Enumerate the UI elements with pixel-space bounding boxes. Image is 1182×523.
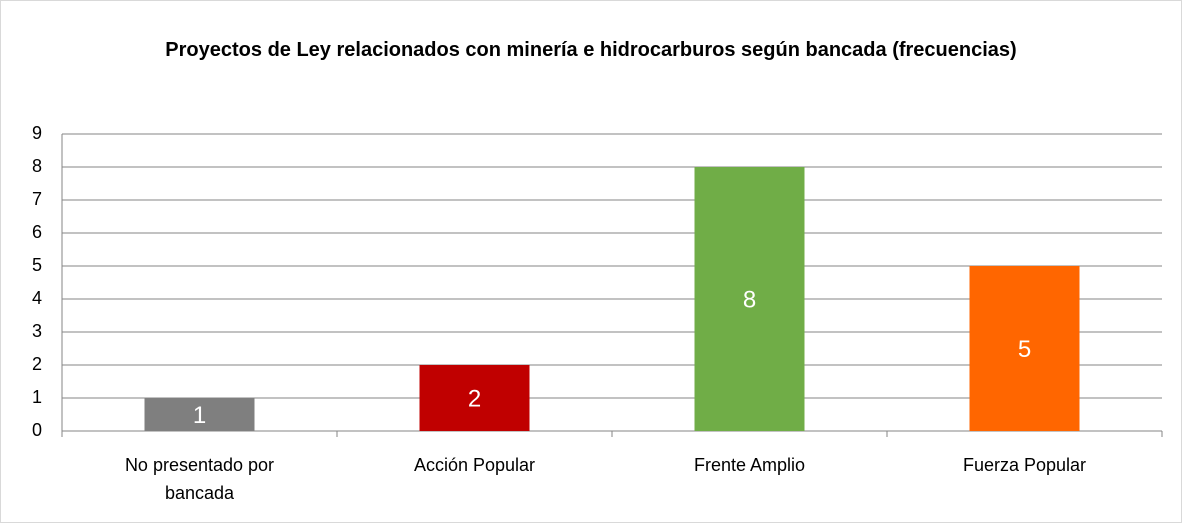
x-tick-label: Acción Popular xyxy=(413,455,536,475)
data-label: 2 xyxy=(468,385,481,412)
y-tick-label: 7 xyxy=(32,189,42,209)
chart-title: Proyectos de Ley relacionados con minerí… xyxy=(165,39,1017,61)
data-label: 5 xyxy=(1018,336,1031,363)
y-tick-label: 8 xyxy=(32,156,42,176)
y-tick-label: 5 xyxy=(32,255,42,275)
y-tick-label: 2 xyxy=(32,354,42,374)
bar xyxy=(969,266,1080,431)
bar xyxy=(419,365,530,431)
bar xyxy=(144,398,255,431)
y-tick-label: 1 xyxy=(32,387,42,407)
data-label: 1 xyxy=(193,402,206,429)
x-tick-label: Frente Amplio xyxy=(693,455,806,475)
y-tick-label: 0 xyxy=(32,420,42,440)
y-tick-label: 6 xyxy=(32,222,42,242)
bar xyxy=(694,167,805,431)
y-tick-label: 4 xyxy=(32,288,42,308)
x-tick-label: No presentado por bancada xyxy=(124,455,275,503)
y-tick-label: 3 xyxy=(32,321,42,341)
data-label: 8 xyxy=(743,286,756,313)
x-tick-label: Fuerza Popular xyxy=(962,455,1087,475)
y-tick-label: 9 xyxy=(32,123,42,143)
